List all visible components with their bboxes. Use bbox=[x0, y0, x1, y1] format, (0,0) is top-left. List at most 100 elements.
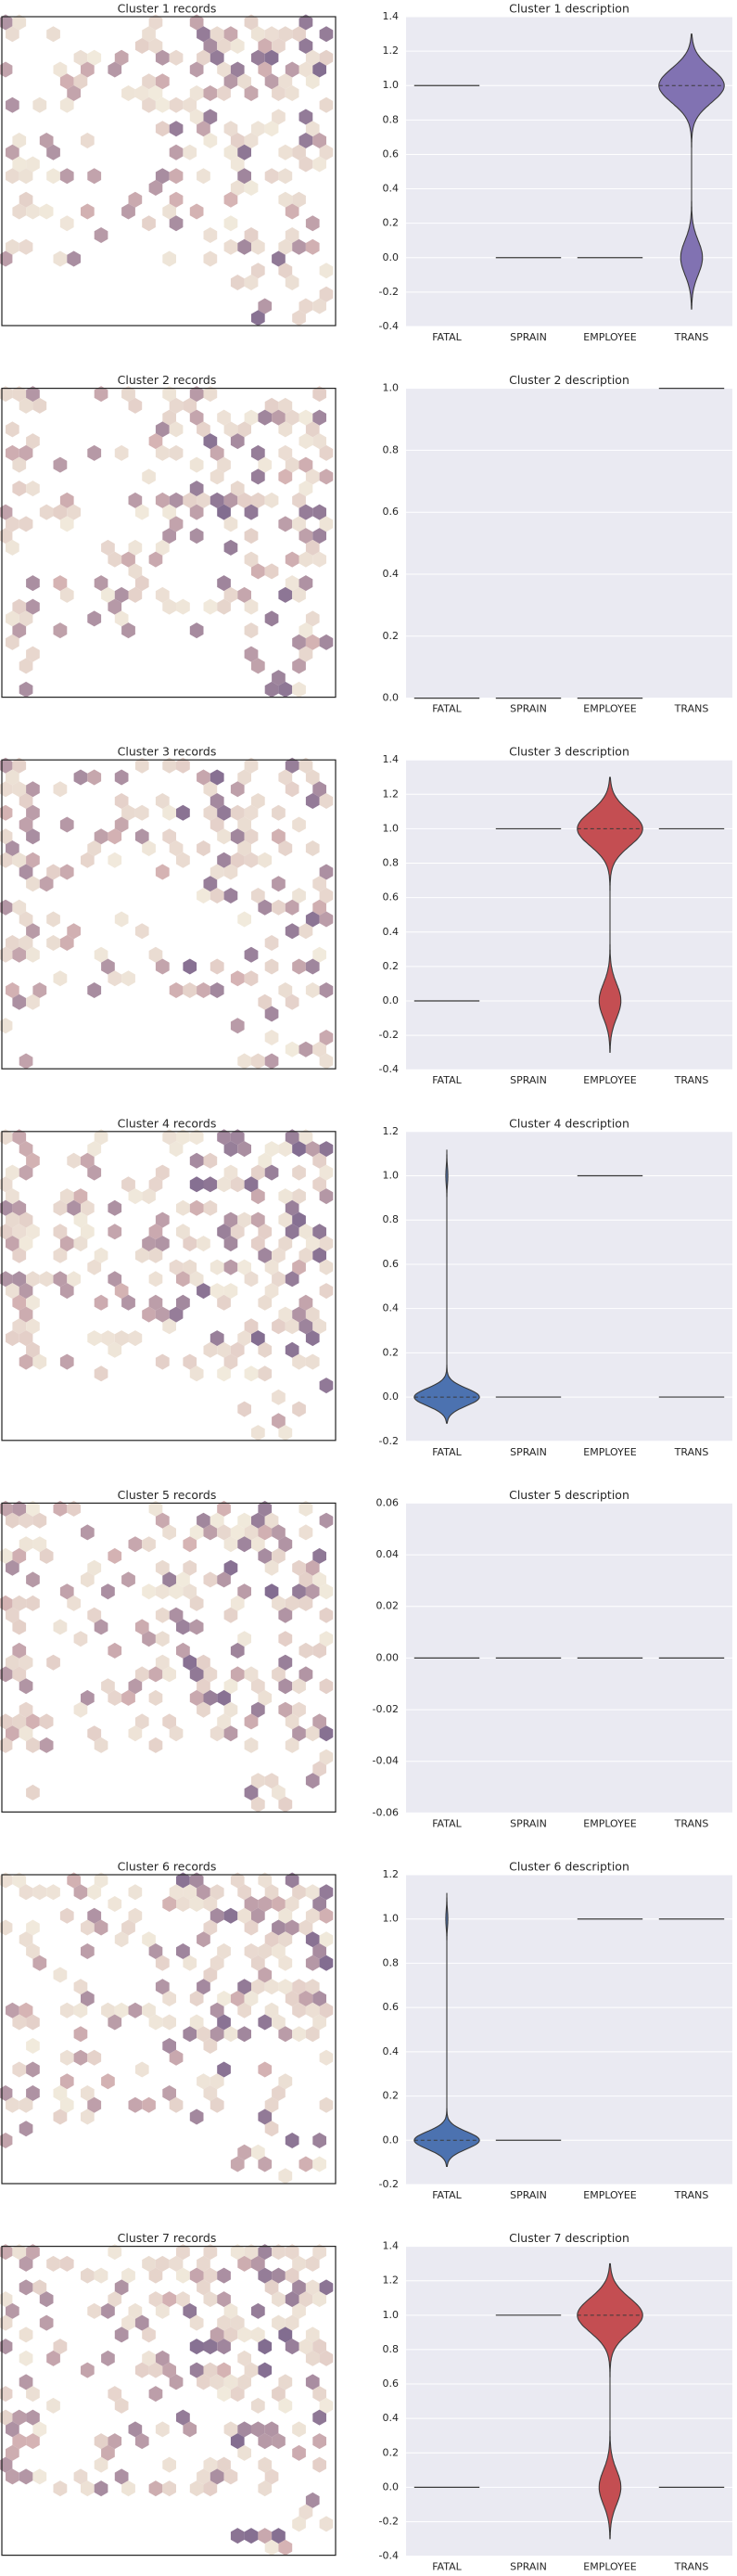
hexbin-cell bbox=[94, 2480, 108, 2497]
hexbin-cell bbox=[26, 203, 40, 220]
hexbin-cell bbox=[278, 2397, 293, 2414]
hexbin-cell bbox=[319, 982, 334, 998]
y-tick-label: 0.8 bbox=[383, 2343, 400, 2355]
hexbin-cell bbox=[128, 1330, 143, 1347]
hexbin-cell bbox=[114, 610, 129, 627]
hexbin-cell bbox=[319, 1678, 334, 1695]
hexbin-cell bbox=[46, 168, 60, 185]
hexbin-cell bbox=[108, 2433, 122, 2450]
hexbin-cell bbox=[6, 1512, 19, 1529]
hexbin-cell bbox=[0, 1500, 13, 1517]
hexbin-cell bbox=[128, 1907, 143, 1924]
hexbin-cell bbox=[155, 492, 170, 508]
hexbin-cell bbox=[53, 2339, 68, 2355]
hexbin-cell bbox=[244, 551, 259, 568]
hexbin-cell bbox=[12, 14, 27, 31]
hexbin-cell bbox=[59, 1583, 74, 1600]
hexbin-cell bbox=[142, 215, 156, 232]
hexbin-cell bbox=[258, 2456, 273, 2473]
hexbin-cell bbox=[251, 444, 265, 461]
hexbin-cell bbox=[81, 2108, 95, 2125]
hexbin-cell bbox=[87, 1141, 102, 1158]
y-tick-label: 1.0 bbox=[383, 382, 400, 394]
hexbin-cell bbox=[169, 144, 184, 160]
hexbin-cell bbox=[251, 1053, 265, 1070]
hexbin-cell bbox=[53, 2480, 68, 2497]
hexbin-cell bbox=[299, 646, 313, 662]
hexbin-cell bbox=[155, 1559, 170, 1576]
hexbin-cell bbox=[223, 144, 238, 160]
hexbin-cell bbox=[53, 970, 68, 987]
hexbin-cell bbox=[305, 1725, 320, 1742]
hexbin-cell bbox=[169, 444, 184, 461]
hexbin-cell bbox=[223, 73, 238, 90]
hexbin-cell bbox=[114, 816, 129, 833]
hexbin-cell bbox=[6, 935, 19, 951]
hexbin-cell bbox=[0, 828, 13, 845]
hexbin-cell bbox=[148, 2014, 163, 2031]
hexbin-cell bbox=[210, 769, 224, 786]
hexbin-cell bbox=[53, 1619, 68, 1635]
y-tick-label: 0.06 bbox=[376, 1496, 400, 1508]
hexbin-cell bbox=[134, 2433, 149, 2450]
hexbin-cell bbox=[299, 1318, 313, 1335]
x-tick-label: SPRAIN bbox=[510, 1074, 547, 1086]
y-tick-label: 0.4 bbox=[383, 183, 400, 195]
hexbin-cell bbox=[128, 1188, 143, 1205]
hexbin-cell bbox=[272, 1943, 286, 1959]
hexbin-cell bbox=[101, 2002, 115, 2019]
hexbin-cell bbox=[319, 1884, 334, 1901]
hexbin-cell bbox=[39, 876, 54, 892]
hexbin-cell bbox=[223, 1141, 238, 1158]
hexbin-cell bbox=[169, 1141, 184, 1158]
hexbin-cell bbox=[94, 1737, 108, 1753]
hexbin-cell bbox=[142, 1188, 156, 1205]
hexbin-cell bbox=[183, 1353, 197, 1370]
hexbin-cell bbox=[223, 1559, 238, 1576]
hexbin-cell bbox=[183, 982, 197, 998]
hexbin-cell bbox=[189, 1199, 204, 1216]
hexbin-cell bbox=[251, 2255, 265, 2272]
hexbin-cell bbox=[217, 852, 231, 868]
hexbin-cell bbox=[319, 444, 334, 461]
hexbin-cell bbox=[237, 1211, 251, 1228]
hexbin-cell bbox=[134, 504, 149, 520]
hexbin-cell bbox=[217, 2291, 231, 2308]
hexbin-cell bbox=[108, 970, 122, 987]
hexbin-cell bbox=[53, 2108, 68, 2125]
hexbin-cell bbox=[230, 852, 245, 868]
hexbin-cell bbox=[305, 1353, 320, 1370]
hexbin-cell bbox=[237, 840, 251, 856]
hexbin-cell bbox=[223, 1259, 238, 1275]
hexbin-cell bbox=[155, 1236, 170, 1252]
hexbin-cell bbox=[217, 575, 231, 592]
hexbin-cell bbox=[6, 2421, 19, 2438]
y-tick-label: 0.0 bbox=[383, 2480, 400, 2493]
hexbin-cell bbox=[183, 96, 197, 113]
hexbin-cell bbox=[223, 2026, 238, 2043]
hexbin-cell bbox=[272, 1413, 286, 1429]
hexbin-cell bbox=[108, 1896, 122, 1912]
hexbin-cell bbox=[0, 1129, 13, 1146]
hexbin-cell bbox=[101, 1330, 115, 1347]
hexbin-cell bbox=[108, 1199, 122, 1216]
hexbin-cell bbox=[237, 911, 251, 928]
hexbin-cell bbox=[128, 1678, 143, 1695]
x-tick-label: TRANS bbox=[674, 703, 709, 715]
hexbin-cell bbox=[169, 516, 184, 532]
hexbin-cell bbox=[189, 1666, 204, 1683]
y-tick-label: 0.4 bbox=[383, 926, 400, 938]
hexbin-cell bbox=[251, 1796, 265, 1813]
hexbin-cell bbox=[210, 2073, 224, 2090]
hexbin-cell bbox=[223, 2374, 238, 2390]
hexbin-cell bbox=[155, 1306, 170, 1323]
hexbin-cell bbox=[189, 1152, 204, 1169]
hexbin-cell bbox=[278, 516, 293, 532]
hexbin-cell bbox=[19, 1884, 33, 1901]
hexbin-cell bbox=[26, 876, 40, 892]
hexbin-cell bbox=[305, 982, 320, 998]
hexbin-cell bbox=[19, 1236, 33, 1252]
hexbin-cell bbox=[134, 575, 149, 592]
hexbin-cell bbox=[0, 250, 13, 267]
hexbin-cell bbox=[237, 816, 251, 833]
